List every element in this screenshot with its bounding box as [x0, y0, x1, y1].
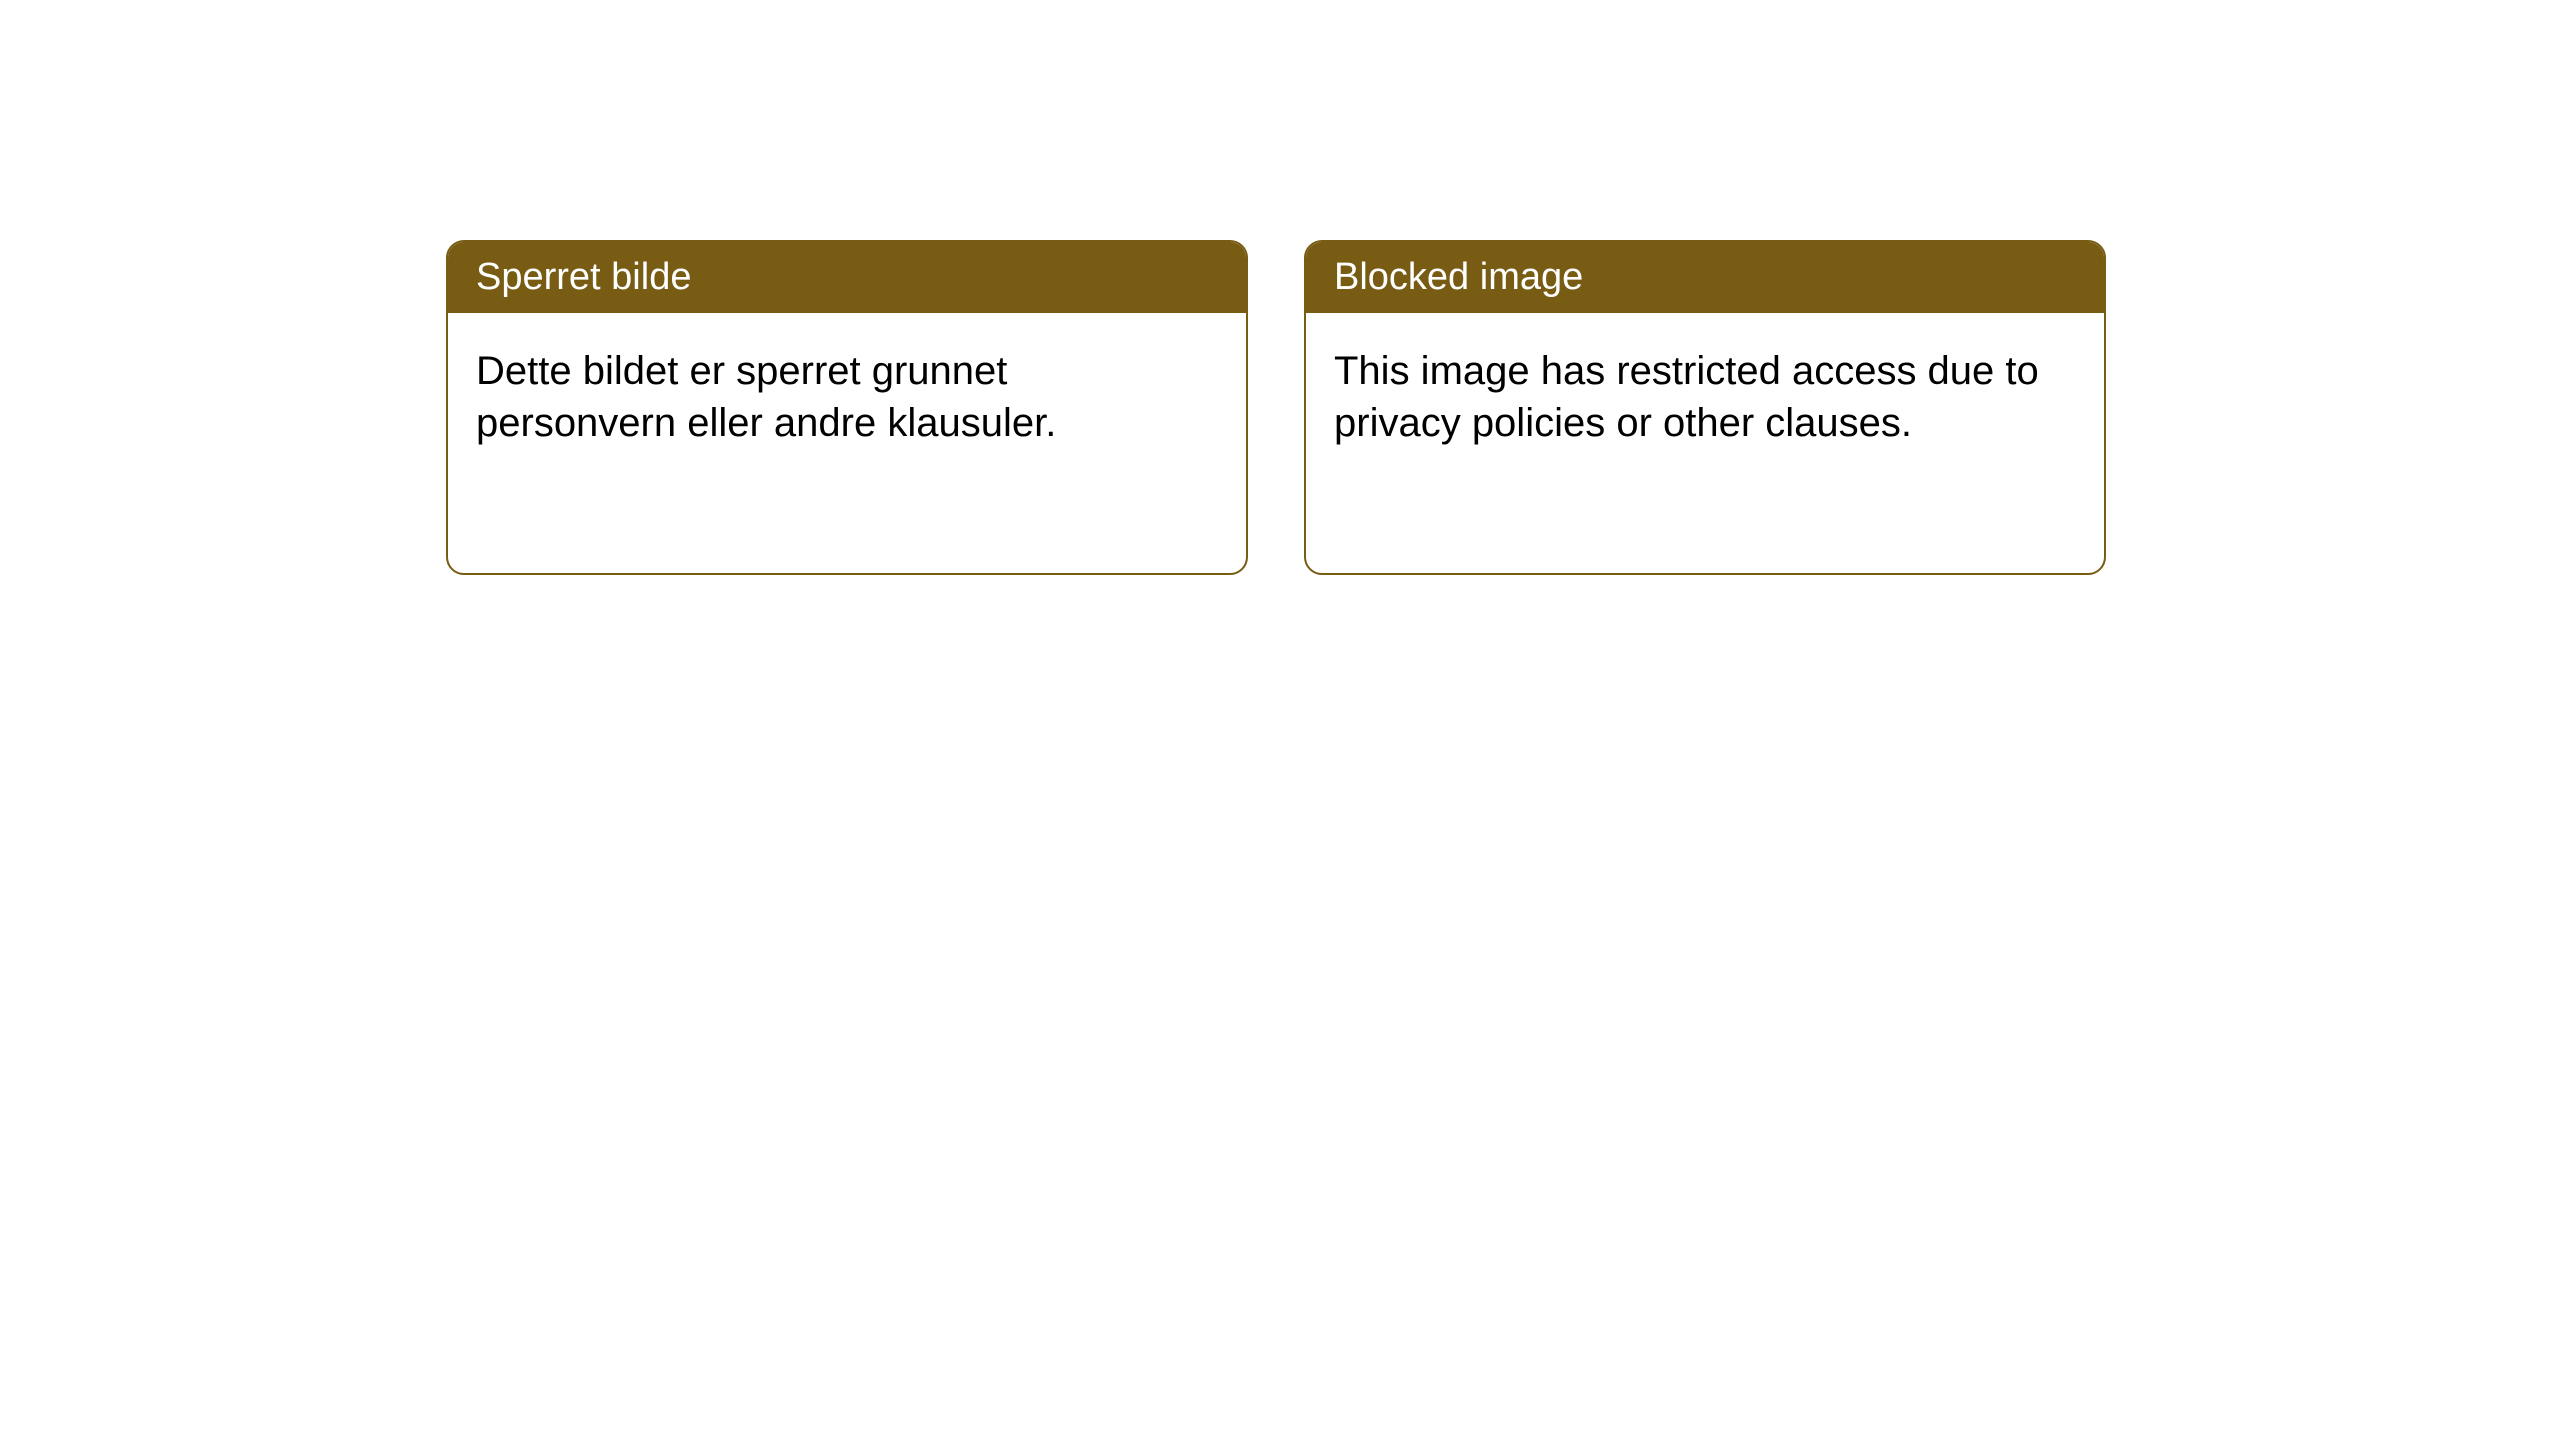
- notice-card-title: Blocked image: [1306, 242, 2104, 313]
- notice-card-title: Sperret bilde: [448, 242, 1246, 313]
- notice-card-english: Blocked image This image has restricted …: [1304, 240, 2106, 575]
- notice-card-body: This image has restricted access due to …: [1306, 313, 2104, 481]
- notice-card-norwegian: Sperret bilde Dette bildet er sperret gr…: [446, 240, 1248, 575]
- notice-cards-container: Sperret bilde Dette bildet er sperret gr…: [446, 240, 2106, 575]
- notice-card-body: Dette bildet er sperret grunnet personve…: [448, 313, 1246, 481]
